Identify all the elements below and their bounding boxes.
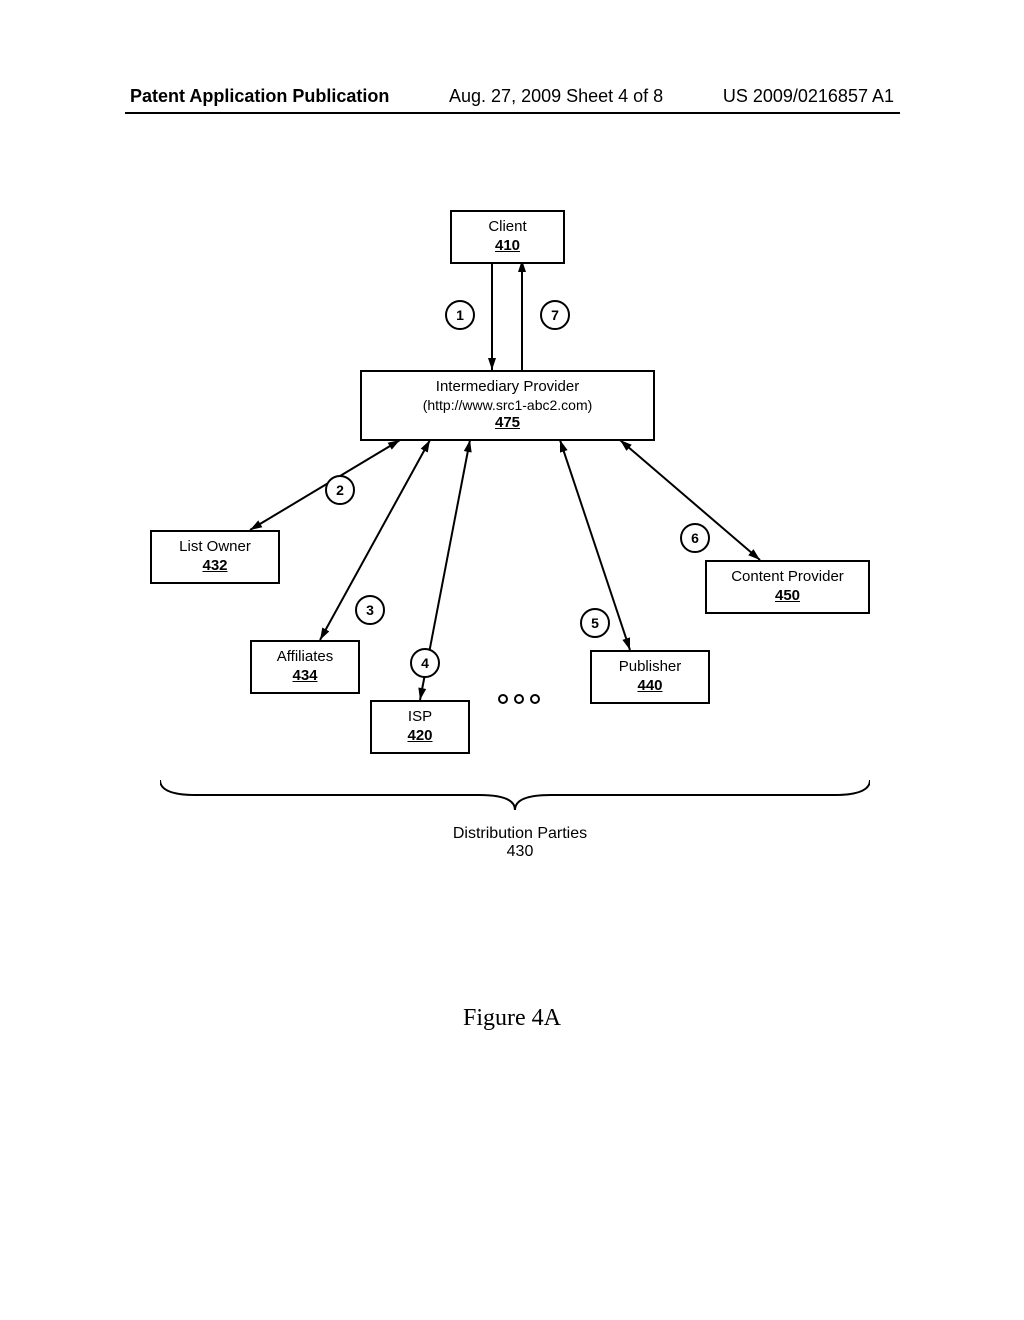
node-content-num: 450 [717, 587, 858, 606]
node-intermediary: Intermediary Provider (http://www.src1-a… [360, 370, 655, 441]
figure-label: Figure 4A [0, 1005, 1024, 1032]
step-7: 7 [540, 300, 570, 330]
node-list-owner-title: List Owner [162, 538, 268, 557]
header-center: Aug. 27, 2009 Sheet 4 of 8 [449, 86, 663, 107]
dist-line2: 430 [507, 843, 534, 860]
node-client-num: 410 [462, 237, 553, 256]
step-1: 1 [445, 300, 475, 330]
node-list-owner: List Owner 432 [150, 530, 280, 584]
step-2: 2 [325, 475, 355, 505]
arrow-layer [120, 200, 880, 840]
node-list-owner-num: 432 [162, 557, 268, 576]
node-isp-num: 420 [382, 727, 458, 746]
diagram-container: Client 410 Intermediary Provider (http:/… [120, 200, 880, 840]
node-content-title: Content Provider [717, 568, 858, 587]
brace-icon [160, 780, 870, 810]
header-rule [125, 112, 900, 114]
node-isp-title: ISP [382, 708, 458, 727]
node-affiliates: Affiliates 434 [250, 640, 360, 694]
step-6: 6 [680, 523, 710, 553]
node-affiliates-num: 434 [262, 667, 348, 686]
header-left: Patent Application Publication [130, 86, 389, 107]
node-client: Client 410 [450, 210, 565, 264]
header-right: US 2009/0216857 A1 [723, 86, 894, 107]
node-content-provider: Content Provider 450 [705, 560, 870, 614]
ellipsis-icon [495, 690, 543, 708]
step-3: 3 [355, 595, 385, 625]
node-publisher-num: 440 [602, 677, 698, 696]
node-publisher: Publisher 440 [590, 650, 710, 704]
node-intermediary-num: 475 [372, 414, 643, 433]
node-affiliates-title: Affiliates [262, 648, 348, 667]
step-4: 4 [410, 648, 440, 678]
page-header: Patent Application Publication Aug. 27, … [0, 86, 1024, 107]
distribution-parties-label: Distribution Parties 430 [420, 825, 620, 861]
step-5: 5 [580, 608, 610, 638]
node-intermediary-sub: (http://www.src1-abc2.com) [372, 397, 643, 415]
node-publisher-title: Publisher [602, 658, 698, 677]
node-isp: ISP 420 [370, 700, 470, 754]
dist-line1: Distribution Parties [453, 825, 587, 842]
node-client-title: Client [462, 218, 553, 237]
node-intermediary-title: Intermediary Provider [372, 378, 643, 397]
